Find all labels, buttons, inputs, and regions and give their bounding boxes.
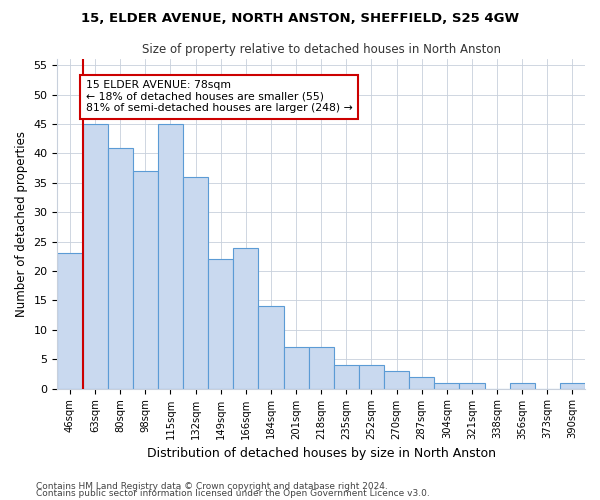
Bar <box>334 365 359 388</box>
Bar <box>58 254 83 388</box>
Bar <box>409 377 434 388</box>
Text: 15, ELDER AVENUE, NORTH ANSTON, SHEFFIELD, S25 4GW: 15, ELDER AVENUE, NORTH ANSTON, SHEFFIEL… <box>81 12 519 26</box>
Bar <box>284 348 308 389</box>
Y-axis label: Number of detached properties: Number of detached properties <box>15 131 28 317</box>
Bar <box>509 382 535 388</box>
Bar <box>460 382 485 388</box>
Bar <box>183 177 208 388</box>
Bar <box>158 124 183 388</box>
Text: Contains HM Land Registry data © Crown copyright and database right 2024.: Contains HM Land Registry data © Crown c… <box>36 482 388 491</box>
X-axis label: Distribution of detached houses by size in North Anston: Distribution of detached houses by size … <box>147 447 496 460</box>
Bar <box>308 348 334 389</box>
Bar <box>434 382 460 388</box>
Bar <box>233 248 259 388</box>
Bar <box>83 124 107 388</box>
Text: 15 ELDER AVENUE: 78sqm
← 18% of detached houses are smaller (55)
81% of semi-det: 15 ELDER AVENUE: 78sqm ← 18% of detached… <box>86 80 352 113</box>
Title: Size of property relative to detached houses in North Anston: Size of property relative to detached ho… <box>142 42 501 56</box>
Bar <box>259 306 284 388</box>
Text: Contains public sector information licensed under the Open Government Licence v3: Contains public sector information licen… <box>36 489 430 498</box>
Bar <box>560 382 585 388</box>
Bar <box>208 260 233 388</box>
Bar <box>359 365 384 388</box>
Bar <box>384 371 409 388</box>
Bar <box>133 171 158 388</box>
Bar <box>107 148 133 388</box>
